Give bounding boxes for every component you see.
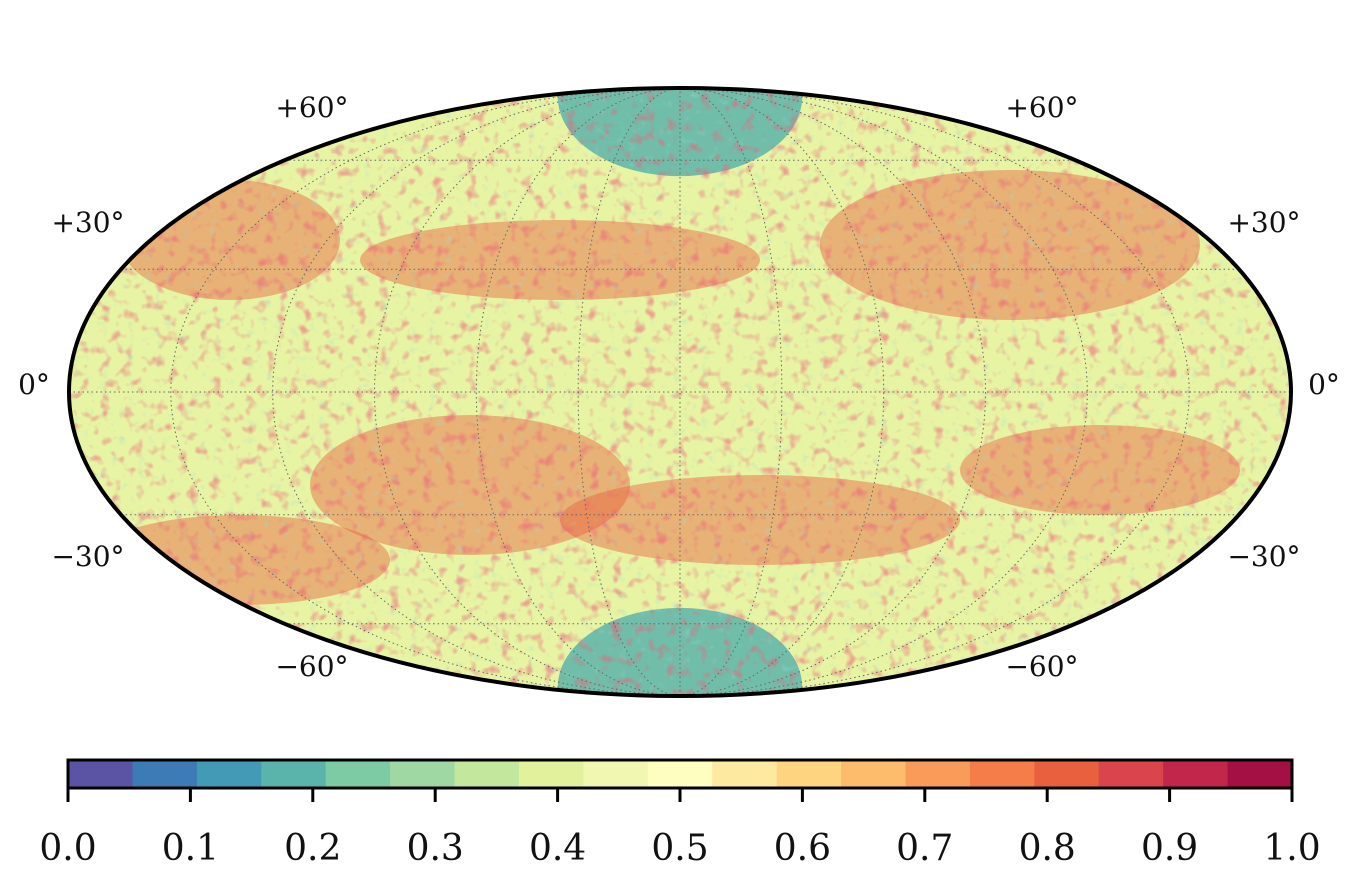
colorbar-bin	[1098, 760, 1164, 788]
colorbar-tick-label: 0.8	[1019, 828, 1076, 869]
colorbar-bin	[132, 760, 198, 788]
lat-label-plus60-left: +60°	[275, 91, 348, 124]
colorbar-ticks: 0.0 0.1 0.2 0.3 0.4 0.5 0.6 0.7 0.8 0.9 1.0	[39, 788, 1321, 869]
lat-label-plus60-right: +60°	[1005, 91, 1078, 124]
colorbar-bin	[454, 760, 520, 788]
colorbar-bin	[776, 760, 842, 788]
colorbar-tick-label: 0.9	[1141, 828, 1198, 869]
colorbar-bin	[390, 760, 456, 788]
colorbar-tick-label: 0.5	[651, 828, 708, 869]
colorbar-bin	[583, 760, 649, 788]
colorbar-tick-label: 0.4	[529, 828, 586, 869]
colorbar-tick-label: 0.6	[774, 828, 831, 869]
graticule-meridian	[577, 88, 681, 696]
colorbar: 0.0 0.1 0.2 0.3 0.4 0.5 0.6 0.7 0.8 0.9 1.0	[39, 758, 1321, 869]
lat-label-minus60-left: −60°	[275, 650, 348, 683]
graticule-meridian	[373, 88, 681, 696]
map-teal-speckle-texture	[69, 88, 1291, 696]
graticule-meridian	[679, 88, 987, 696]
colorbar-bin	[969, 760, 1035, 788]
graticule-meridian	[170, 88, 681, 696]
lat-label-zero-left: 0°	[18, 368, 50, 401]
lat-label-plus30-right: +30°	[1227, 206, 1300, 239]
colorbar-bin	[68, 760, 134, 788]
graticule-lines	[69, 88, 1291, 696]
colorbar-tick-label: 0.3	[407, 828, 464, 869]
graticule-meridian	[679, 88, 783, 696]
colorbar-bin	[1227, 760, 1293, 788]
sky-map	[69, 88, 1291, 696]
lat-label-zero-right: 0°	[1308, 368, 1340, 401]
colorbar-tick-label: 1.0	[1263, 828, 1320, 869]
lat-label-minus30-right: −30°	[1227, 540, 1300, 573]
colorbar-bin	[905, 760, 971, 788]
colorbar-bin	[196, 760, 262, 788]
lat-label-plus30-left: +30°	[51, 206, 124, 239]
graticule-meridian	[679, 88, 1088, 696]
graticule-meridian	[679, 88, 1190, 696]
lat-label-minus30-left: −30°	[51, 540, 124, 573]
colorbar-bin	[518, 760, 584, 788]
colorbar-bin	[647, 760, 713, 788]
colorbar-bin	[1034, 760, 1100, 788]
colorbar-bin	[1163, 760, 1229, 788]
colorbar-bin	[841, 760, 907, 788]
colorbar-tick-label: 0.1	[162, 828, 219, 869]
colorbar-bins	[68, 760, 1293, 788]
colorbar-tick-label: 0.2	[284, 828, 341, 869]
colorbar-bin	[325, 760, 391, 788]
colorbar-tick-label: 0.0	[39, 828, 96, 869]
map-outline	[67, 86, 1293, 698]
colorbar-bin	[261, 760, 327, 788]
lat-label-minus60-right: −60°	[1005, 650, 1078, 683]
graticule-meridian	[272, 88, 681, 696]
colorbar-tick-label: 0.7	[896, 828, 953, 869]
colorbar-bin	[712, 760, 778, 788]
